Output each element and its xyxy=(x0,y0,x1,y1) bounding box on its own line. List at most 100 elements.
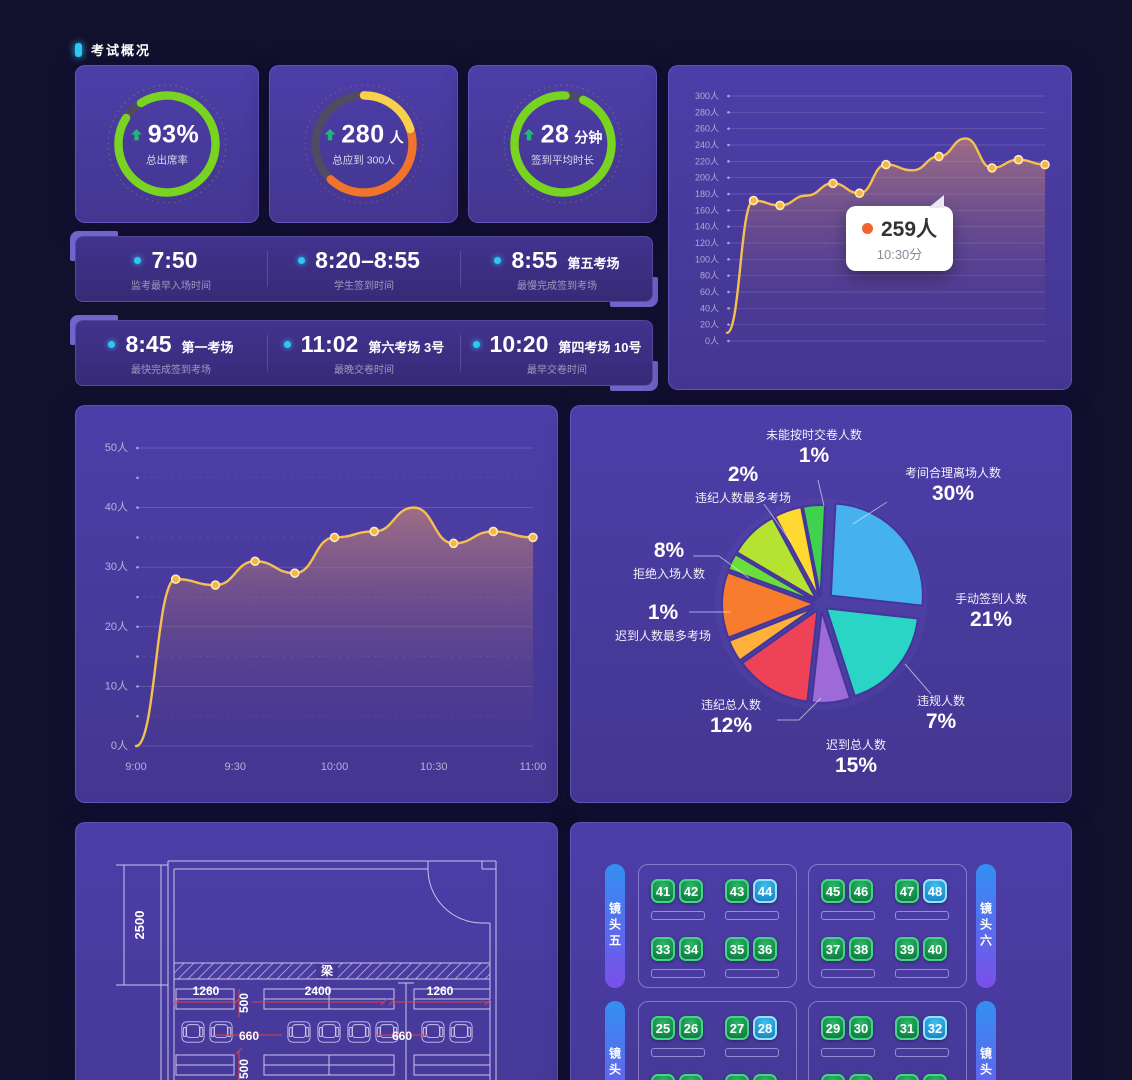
seat-group: 41 42 43 44 33 34 35 36 xyxy=(638,864,797,988)
seat[interactable]: 43 xyxy=(725,879,749,903)
bullet-dot-icon xyxy=(298,256,306,264)
seat-group: 29 30 31 32 xyxy=(808,1001,967,1080)
attendance-value: 93% xyxy=(147,120,200,149)
stat-item-fastest-room: 8:45 第一考场 最快完成签到考场 xyxy=(75,331,267,376)
section-bullet-icon xyxy=(75,42,82,57)
avg-duration-label: 签到平均时长 xyxy=(531,154,594,167)
seat[interactable]: 47 xyxy=(895,879,919,903)
svg-text:140人: 140人 xyxy=(695,222,719,232)
seat[interactable]: 39 xyxy=(895,937,919,961)
hourly-trend-chart: 0人 10人 20人 30人 40人 50人 9:00 9:30 10:00 10:30 11:00 xyxy=(105,441,547,773)
seat[interactable]: 26 xyxy=(679,1016,703,1040)
seat[interactable]: 36 xyxy=(753,937,777,961)
chart-tooltip: 259人 10:30分 xyxy=(846,195,954,271)
summary-card-attendance: 93% 总出席率 xyxy=(75,65,259,223)
seat[interactable]: 27 xyxy=(725,1016,749,1040)
dim-1260-right: 1260 xyxy=(427,984,454,998)
desk xyxy=(651,969,705,978)
svg-text:40人: 40人 xyxy=(700,303,719,313)
seat[interactable]: 34 xyxy=(679,937,703,961)
desk xyxy=(725,1048,779,1057)
pie-label-total-late: 迟到总人数 15% xyxy=(825,738,886,777)
avg-duration-value: 28 xyxy=(540,120,570,149)
seat[interactable]: 28 xyxy=(753,1016,777,1040)
pie-label-most-late-room: 迟到人数最多考场 1% xyxy=(614,601,711,643)
exam-stats-pie-panel: 未能按时交卷人数 1% 违纪人数最多考场 2% 考间合理离场人数 30% 拒绝入场人数… xyxy=(570,405,1072,803)
stat-item-earliest-proctor: 7:50 监考最早入场时间 xyxy=(131,246,211,292)
desk xyxy=(821,969,875,978)
pie-slice xyxy=(801,504,827,598)
pie-slice xyxy=(810,610,852,704)
exam-stats-pie-chart xyxy=(689,479,932,721)
svg-text:260人: 260人 xyxy=(695,124,719,134)
seat[interactable]: 35 xyxy=(725,937,749,961)
seat[interactable] xyxy=(895,1074,919,1080)
seat[interactable]: 38 xyxy=(849,937,873,961)
up-arrow-icon xyxy=(323,129,336,142)
desk xyxy=(895,911,949,920)
seat[interactable]: 44 xyxy=(753,879,777,903)
svg-text:220人: 220人 xyxy=(695,156,719,166)
seat[interactable]: 46 xyxy=(849,879,873,903)
camera-label: 镜头五 xyxy=(605,864,625,988)
svg-text:0人: 0人 xyxy=(111,739,128,752)
seat[interactable] xyxy=(679,1074,703,1080)
stat-bar-background xyxy=(75,236,653,302)
svg-text:300人: 300人 xyxy=(695,91,719,101)
pie-label-manual-signin: 手动签到人数 21% xyxy=(954,592,1027,631)
seat[interactable] xyxy=(821,1074,845,1080)
svg-text:9:00: 9:00 xyxy=(125,761,146,773)
seat[interactable]: 33 xyxy=(651,937,675,961)
attendance-donut-ring xyxy=(107,84,227,204)
seat[interactable] xyxy=(849,1074,873,1080)
seat[interactable]: 40 xyxy=(923,937,947,961)
divider xyxy=(267,251,268,287)
seat[interactable]: 41 xyxy=(651,879,675,903)
dim-660-left: 660 xyxy=(239,1029,259,1043)
up-arrow-icon xyxy=(523,129,536,142)
pie-slice xyxy=(727,606,816,662)
svg-text:10:30: 10:30 xyxy=(420,761,448,773)
seat[interactable]: 42 xyxy=(679,879,703,903)
svg-text:11:00: 11:00 xyxy=(520,761,547,773)
svg-text:0人: 0人 xyxy=(705,336,719,346)
pie-slice xyxy=(735,516,819,602)
svg-text:280人: 280人 xyxy=(695,107,719,117)
seat[interactable] xyxy=(923,1074,947,1080)
pie-label-reasonable-leave: 考间合理离场人数 30% xyxy=(904,466,1001,505)
dim-2400: 2400 xyxy=(305,984,332,998)
seat[interactable]: 29 xyxy=(821,1016,845,1040)
dim-1260-left: 1260 xyxy=(193,984,220,998)
svg-text:20人: 20人 xyxy=(700,320,719,330)
desk xyxy=(821,911,875,920)
summary-card-signed-in: 280 人 总应到 300人 xyxy=(269,65,458,223)
seat[interactable]: 32 xyxy=(923,1016,947,1040)
seat[interactable]: 31 xyxy=(895,1016,919,1040)
tooltip-dot-icon xyxy=(862,222,873,234)
svg-text:200人: 200人 xyxy=(695,173,719,183)
seat[interactable] xyxy=(753,1074,777,1080)
signin-trend-chart-panel: 0人 20人 40人 60人 80人 100人 120人 140人 160人 180人 200人 22… xyxy=(668,65,1072,390)
seat[interactable] xyxy=(725,1074,749,1080)
pie-label-refused-entry: 拒绝入场人数 8% xyxy=(632,539,705,581)
desk xyxy=(821,1048,875,1057)
stat-bar-row1: 7:50 监考最早入场时间 8:20–8:55 学生签到时间 8:55 第五考场… xyxy=(70,231,658,307)
svg-text:20人: 20人 xyxy=(105,620,128,633)
svg-text:9:30: 9:30 xyxy=(225,761,246,773)
seat[interactable]: 30 xyxy=(849,1016,873,1040)
bullet-dot-icon xyxy=(134,256,142,264)
svg-text:120人: 120人 xyxy=(695,238,719,248)
desk xyxy=(725,911,779,920)
stat-item-slowest-room: 8:55 第五考场 最慢完成签到考场 xyxy=(461,247,653,292)
avg-duration-donut-ring xyxy=(503,84,622,204)
seat[interactable]: 37 xyxy=(821,937,845,961)
seat[interactable] xyxy=(651,1074,675,1080)
seat[interactable]: 25 xyxy=(651,1016,675,1040)
seat[interactable]: 48 xyxy=(923,879,947,903)
divider xyxy=(460,251,461,287)
attendance-label: 总出席率 xyxy=(146,154,188,167)
seat[interactable]: 45 xyxy=(821,879,845,903)
stat-bar-row2: 8:45 第一考场 最快完成签到考场 11:02 第六考场 3号 最晚交卷时间 … xyxy=(70,315,658,391)
pie-slice xyxy=(727,552,816,602)
